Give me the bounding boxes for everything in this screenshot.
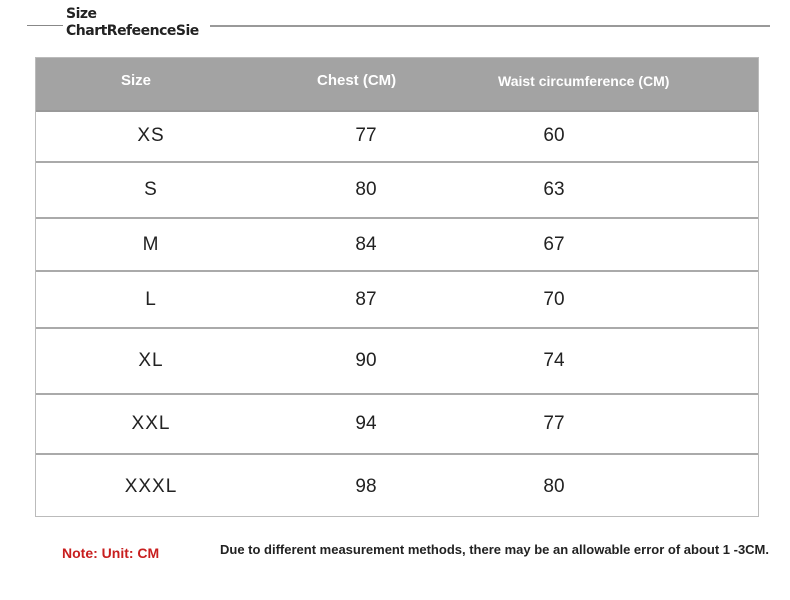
header-waist: Waist circumference (CM) bbox=[498, 73, 670, 89]
table-row: XL 90 74 bbox=[36, 329, 758, 395]
chest-cell: 87 bbox=[355, 288, 377, 310]
disclaimer: Due to different measurement methods, th… bbox=[220, 542, 770, 557]
waist-cell: 60 bbox=[543, 124, 565, 146]
chest-cell: 84 bbox=[355, 233, 377, 255]
table-row: XXL 94 77 bbox=[36, 395, 758, 455]
table-row: XS 77 60 bbox=[36, 110, 758, 163]
waist-cell: 74 bbox=[543, 350, 565, 371]
size-cell: L bbox=[145, 288, 157, 310]
table-row: M 84 67 bbox=[36, 219, 758, 272]
chart-title: Size ChartRefeenceSie bbox=[66, 6, 199, 40]
title-line-1: Size bbox=[66, 6, 97, 22]
size-table: Size Chest (CM) Waist circumference (CM)… bbox=[35, 57, 759, 517]
waist-cell: 77 bbox=[543, 413, 565, 434]
table-header: Size Chest (CM) Waist circumference (CM) bbox=[36, 58, 758, 112]
table-row: XXXL 98 80 bbox=[36, 455, 758, 518]
chest-cell: 77 bbox=[355, 124, 377, 146]
unit-note: Note: Unit: CM bbox=[62, 545, 160, 561]
table-row: S 80 63 bbox=[36, 163, 758, 219]
chest-cell: 94 bbox=[355, 413, 377, 434]
title-rule-right bbox=[210, 25, 770, 27]
chest-cell: 98 bbox=[355, 475, 377, 497]
waist-cell: 67 bbox=[543, 233, 565, 255]
waist-cell: 63 bbox=[543, 179, 565, 200]
header-chest: Chest (CM) bbox=[317, 72, 397, 89]
chest-cell: 80 bbox=[355, 179, 377, 200]
size-cell: XXL bbox=[131, 413, 171, 434]
size-cell: XS bbox=[137, 124, 165, 146]
size-cell: S bbox=[144, 179, 158, 200]
title-rule-left bbox=[27, 25, 63, 26]
waist-cell: 70 bbox=[543, 288, 565, 310]
title-line-2: ChartRefeenceSie bbox=[66, 23, 199, 39]
chest-cell: 90 bbox=[355, 350, 377, 371]
waist-cell: 80 bbox=[543, 475, 565, 497]
size-cell: XXXL bbox=[124, 475, 178, 497]
size-cell: XL bbox=[138, 350, 164, 371]
table-row: L 87 70 bbox=[36, 272, 758, 329]
header-size: Size bbox=[121, 72, 152, 89]
size-cell: M bbox=[142, 233, 160, 255]
